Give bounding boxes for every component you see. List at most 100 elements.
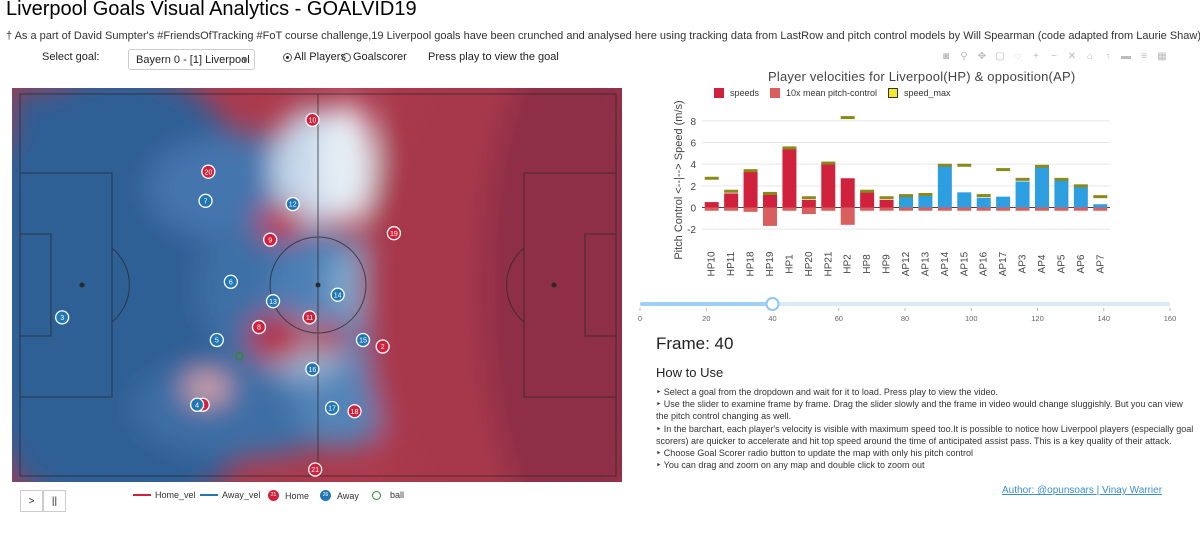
reset-axes-icon[interactable]: ⌂ [1086,51,1094,62]
home-player[interactable] [201,164,216,179]
pitch-control-bar[interactable] [1073,207,1088,211]
away-player[interactable] [305,362,320,377]
speed-bar[interactable] [724,193,739,208]
pitch-control-bar[interactable] [879,207,894,211]
away-player[interactable] [355,332,371,348]
speed-max-marker[interactable] [918,193,933,196]
zoom-out-icon[interactable]: − [1051,51,1057,62]
pitch-control-bar[interactable] [801,207,816,215]
pitch-control-bar[interactable] [860,207,875,211]
speed-bar[interactable] [1015,181,1030,208]
pitch-control-bar[interactable] [743,207,758,212]
pitch-control-bar[interactable] [724,207,739,211]
speed-max-marker[interactable] [860,189,875,193]
speed-max-marker[interactable] [724,189,739,193]
speed-bar[interactable] [1093,204,1108,208]
away-player[interactable] [223,274,238,289]
pan-icon[interactable]: ✥ [977,51,987,62]
speed-max-marker[interactable] [782,146,797,150]
speed-bar[interactable] [976,197,991,208]
away-player[interactable] [209,332,224,348]
speed-max-marker[interactable] [821,161,836,165]
speed-max-marker[interactable] [1073,184,1088,188]
pitch-control-bar[interactable] [918,207,933,211]
speed-max-marker[interactable] [1035,164,1049,168]
pitch-control-bar[interactable] [976,207,991,211]
radio-goalscorer[interactable]: Goalscorer [342,51,407,63]
hover-compare-icon[interactable]: ≡ [1141,51,1147,62]
speed-max-marker[interactable] [1093,195,1108,199]
speed-bar[interactable] [957,192,972,208]
away-player[interactable] [265,294,281,309]
speed-bar[interactable] [996,196,1011,208]
slider-handle[interactable] [765,297,780,311]
home-player[interactable] [347,404,362,419]
pitch-control-bar[interactable] [1035,207,1049,211]
pitch-control-bar[interactable] [763,207,777,226]
speed-max-marker[interactable] [1015,177,1030,181]
speed-bar[interactable] [763,194,777,208]
pitch-control-bar[interactable] [782,207,797,211]
pitch-control-bar[interactable] [1093,207,1108,211]
legend-pitch-control[interactable]: 10x mean pitch-control [770,88,877,98]
away-player[interactable] [330,287,345,302]
hover-closest-icon[interactable]: ▬ [1121,51,1131,62]
speed-bar[interactable] [937,166,952,208]
away-player[interactable] [189,397,205,412]
home-player[interactable] [375,339,390,354]
zoom-icon[interactable]: ⚲ [960,51,968,62]
spike-lines-icon[interactable]: ↑ [1105,51,1111,62]
box-select-icon[interactable]: ▢ [995,51,1005,62]
pitch-control-bar[interactable] [899,207,913,211]
home-player[interactable] [305,112,320,128]
speed-bar[interactable] [821,163,836,208]
speed-max-marker[interactable] [704,176,719,180]
plotly-logo-icon[interactable]: ▦ [1157,51,1167,62]
speed-max-marker[interactable] [743,169,758,173]
speed-max-marker[interactable] [879,196,894,200]
autoscale-icon[interactable]: ✕ [1067,51,1077,62]
legend-speed-max[interactable]: speed_max [888,88,951,98]
speed-bar[interactable] [1073,186,1088,208]
pitch-control-bar[interactable] [1054,207,1069,211]
radio-all-players[interactable]: All Players [283,51,346,63]
legend-speeds[interactable]: speeds [714,88,759,98]
pitch-control-bar[interactable] [996,207,1011,211]
speed-bar[interactable] [704,202,719,208]
pitch-control-map[interactable]: 102091911821182171261314351516417 [0,28,662,534]
speed-bar[interactable] [1035,167,1049,208]
pitch-control-bar[interactable] [937,207,952,211]
home-player[interactable] [251,319,267,335]
speed-max-marker[interactable] [937,163,952,167]
speed-bar[interactable] [1054,180,1069,208]
speed-bar[interactable] [879,199,894,208]
speed-bar[interactable] [840,178,855,208]
author-link[interactable]: Author: @opunsoars | Vinay Warrier [1002,485,1163,496]
speed-bar[interactable] [899,196,913,208]
speed-max-marker[interactable] [976,194,991,198]
speed-max-marker[interactable] [763,191,777,195]
speed-bar[interactable] [782,147,797,208]
home-player[interactable] [308,462,323,477]
pause-button[interactable]: || [43,490,66,512]
goal-dropdown[interactable]: Bayern 0 - [1] Liverpool ▼ [128,49,255,70]
home-player[interactable] [302,310,317,325]
speed-max-marker[interactable] [801,196,816,200]
speed-max-marker[interactable] [1054,177,1069,181]
speed-bar[interactable] [743,171,758,208]
camera-icon[interactable]: ◙ [942,51,950,62]
speed-max-marker[interactable] [840,116,855,120]
pitch-control-bar[interactable] [840,207,855,225]
zoom-in-icon[interactable]: + [1033,51,1039,62]
pitch-control-bar[interactable] [1015,207,1030,211]
play-button[interactable]: > [20,490,43,512]
away-player[interactable] [55,310,70,325]
away-player[interactable] [324,400,340,416]
speed-max-marker[interactable] [899,194,913,198]
speed-bar[interactable] [801,199,816,208]
speed-max-marker[interactable] [957,163,972,167]
speed-bar[interactable] [918,195,933,208]
speed-max-marker[interactable] [996,168,1011,172]
pitch-svg[interactable]: 102091911821182171261314351516417 [0,28,662,534]
